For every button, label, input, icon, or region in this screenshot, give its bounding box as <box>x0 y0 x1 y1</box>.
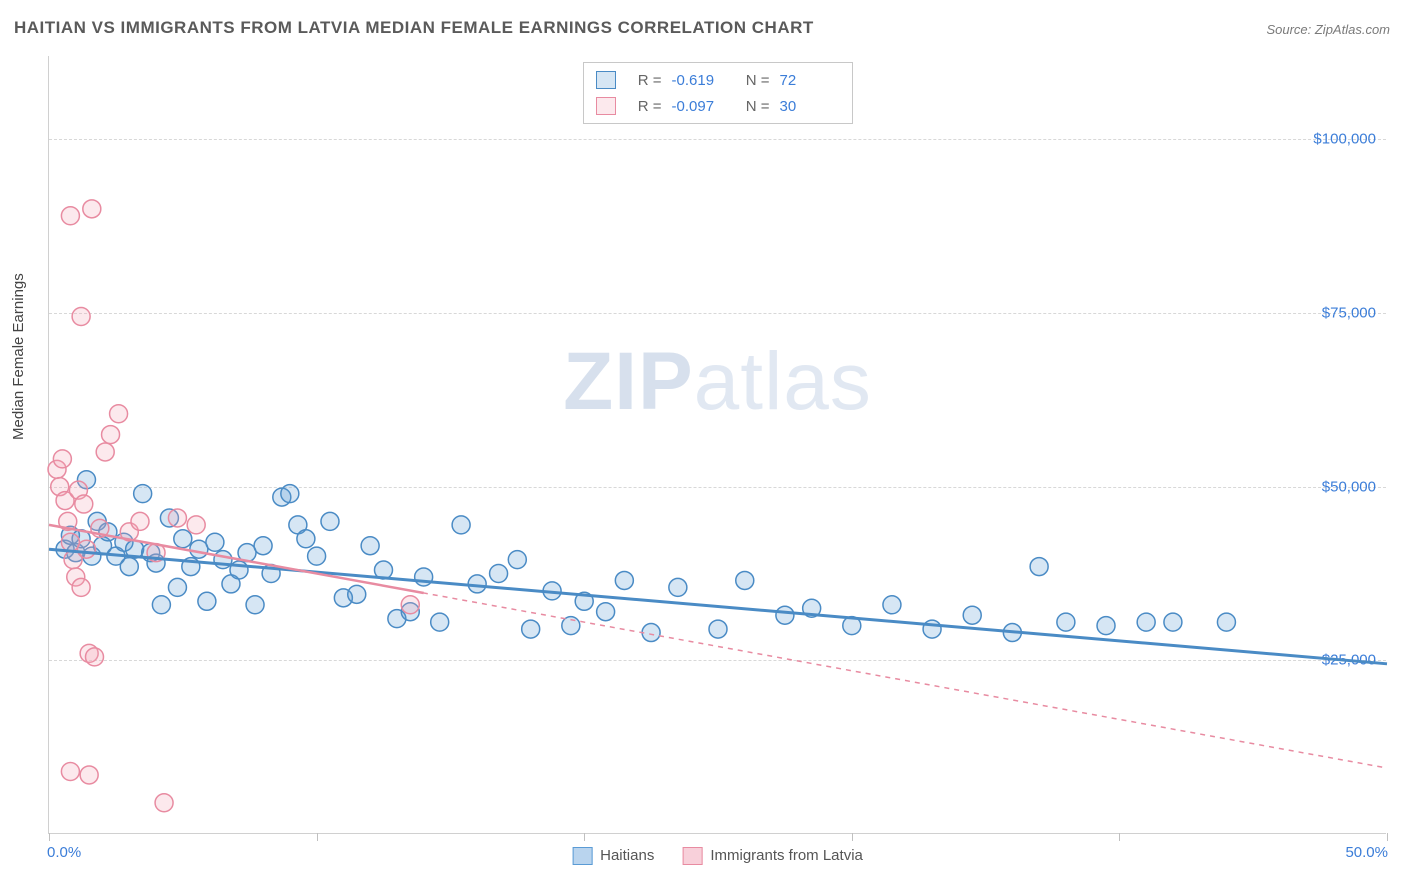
data-point <box>308 547 326 565</box>
data-point <box>61 762 79 780</box>
data-point <box>736 571 754 589</box>
data-point <box>53 450 71 468</box>
data-point <box>134 485 152 503</box>
data-point <box>190 540 208 558</box>
data-point <box>72 578 90 596</box>
data-point <box>1217 613 1235 631</box>
data-point <box>401 596 419 614</box>
correlation-legend: R = -0.619 N = 72 R = -0.097 N = 30 <box>583 62 853 124</box>
x-tick <box>584 833 585 841</box>
legend-r-value: -0.619 <box>672 72 732 89</box>
data-point <box>615 571 633 589</box>
legend-row: R = -0.097 N = 30 <box>596 93 840 119</box>
x-tick <box>1119 833 1120 841</box>
source-attribution: Source: ZipAtlas.com <box>1266 22 1390 37</box>
legend-label: Immigrants from Latvia <box>710 847 863 864</box>
data-point <box>72 307 90 325</box>
data-point <box>120 558 138 576</box>
x-axis-start-label: 0.0% <box>47 844 81 861</box>
data-point <box>297 530 315 548</box>
data-point <box>168 578 186 596</box>
data-point <box>508 551 526 569</box>
x-tick <box>317 833 318 841</box>
data-point <box>522 620 540 638</box>
legend-row: R = -0.619 N = 72 <box>596 67 840 93</box>
data-point <box>776 606 794 624</box>
data-point <box>152 596 170 614</box>
plot-area: ZIPatlas $25,000$50,000$75,000$100,000 R… <box>48 56 1386 834</box>
data-point <box>1137 613 1155 631</box>
legend-n-value: 72 <box>780 72 840 89</box>
legend-label: Haitians <box>600 847 654 864</box>
data-point <box>174 530 192 548</box>
series-legend: Haitians Immigrants from Latvia <box>572 847 863 865</box>
data-point <box>131 512 149 530</box>
x-tick <box>49 833 50 841</box>
x-tick <box>852 833 853 841</box>
data-point <box>883 596 901 614</box>
data-point <box>642 624 660 642</box>
data-point <box>168 509 186 527</box>
legend-n-value: 30 <box>780 98 840 115</box>
legend-r-label: R = <box>634 98 662 115</box>
data-point <box>102 426 120 444</box>
data-point <box>75 495 93 513</box>
data-point <box>452 516 470 534</box>
legend-item: Haitians <box>572 847 654 865</box>
data-point <box>198 592 216 610</box>
data-point <box>1057 613 1075 631</box>
legend-r-label: R = <box>634 72 662 89</box>
data-point <box>61 207 79 225</box>
legend-n-label: N = <box>742 72 770 89</box>
legend-swatch <box>682 847 702 865</box>
data-point <box>246 596 264 614</box>
data-point <box>80 766 98 784</box>
data-point <box>110 405 128 423</box>
data-point <box>669 578 687 596</box>
data-point <box>431 613 449 631</box>
legend-r-value: -0.097 <box>672 98 732 115</box>
data-point <box>923 620 941 638</box>
data-point <box>1030 558 1048 576</box>
data-point <box>96 443 114 461</box>
data-point <box>281 485 299 503</box>
data-point <box>709 620 727 638</box>
data-point <box>85 648 103 666</box>
y-axis-label: Median Female Earnings <box>10 273 27 440</box>
x-axis-end-label: 50.0% <box>1345 844 1388 861</box>
data-point <box>597 603 615 621</box>
data-point <box>490 565 508 583</box>
data-point <box>348 585 366 603</box>
chart-container: HAITIAN VS IMMIGRANTS FROM LATVIA MEDIAN… <box>0 0 1406 892</box>
legend-swatch <box>596 71 616 89</box>
data-point <box>321 512 339 530</box>
data-point <box>206 533 224 551</box>
data-point <box>254 537 272 555</box>
data-point <box>361 537 379 555</box>
data-point <box>187 516 205 534</box>
legend-swatch <box>596 97 616 115</box>
data-point <box>155 794 173 812</box>
legend-swatch <box>572 847 592 865</box>
scatter-plot <box>49 56 1386 833</box>
data-point <box>83 200 101 218</box>
x-tick <box>1387 833 1388 841</box>
data-point <box>77 540 95 558</box>
data-point <box>61 533 79 551</box>
legend-item: Immigrants from Latvia <box>682 847 863 865</box>
data-point <box>1164 613 1182 631</box>
data-point <box>1097 617 1115 635</box>
chart-title: HAITIAN VS IMMIGRANTS FROM LATVIA MEDIAN… <box>14 18 814 38</box>
legend-n-label: N = <box>742 98 770 115</box>
data-point <box>963 606 981 624</box>
